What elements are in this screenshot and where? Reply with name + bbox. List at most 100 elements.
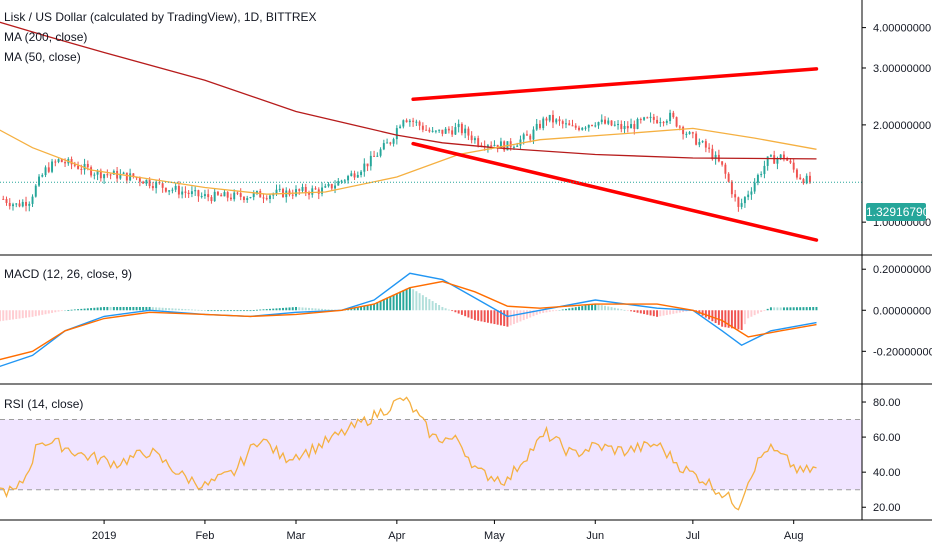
price-axis-tick-label: 4.00000000 [873,23,931,35]
macd-histogram-bar [421,295,424,311]
candle-body [776,158,779,164]
candle-body [678,126,681,128]
macd-histogram-bar [373,303,376,311]
candle-body [769,155,772,157]
macd-histogram-bar [760,310,763,313]
candle-body [190,191,193,195]
candle-body [695,133,698,145]
macd-histogram-bar [18,310,21,319]
macd-histogram-bar [639,310,642,314]
macd-histogram-bar [578,306,580,311]
candle-body [291,194,294,196]
candle-body [425,129,428,131]
macd-histogram-bar [366,305,369,311]
candle-body [555,119,558,123]
macd-histogram-bar [25,310,27,318]
candle-body [93,174,96,176]
candle-body [662,122,665,124]
macd-histogram-bar [200,310,203,311]
time-axis-label: 2019 [92,530,116,542]
macd-histogram-bar [643,310,646,315]
macd-histogram-bar [132,306,135,311]
macd-histogram-bar [80,308,83,311]
candle-body [597,122,600,126]
candle-body [477,138,480,146]
candle-body [145,179,148,184]
macd-histogram-bar [412,289,415,311]
candle-body [184,191,187,193]
macd-histogram-bar [324,309,327,311]
macd-histogram-bar [565,308,567,311]
macd-histogram-bar [2,310,5,321]
macd-histogram-bar [620,309,623,311]
macd-histogram-bar [96,307,99,311]
macd-histogram-bar [138,306,141,311]
candle-body [308,192,310,195]
candle-body [581,127,584,130]
trendline[interactable] [411,141,819,242]
candle-body [561,121,564,124]
macd-histogram-bar [714,310,717,324]
candle-body [60,159,63,163]
macd-histogram-bar [194,309,197,311]
candle-body [57,159,60,162]
candle-body [750,191,753,195]
rsi-panel[interactable] [0,396,862,511]
macd-histogram-bar [522,310,525,321]
macd-histogram-bar [216,310,219,312]
candle-body [129,173,132,181]
macd-histogram-bar [594,303,597,311]
candle-body [369,155,372,167]
macd-histogram-bar [402,290,405,311]
candle-body [525,134,528,136]
macd-histogram-bar [721,310,724,327]
macd-histogram-bar [460,310,463,315]
candle-body [405,120,408,123]
price-panel[interactable] [0,18,862,242]
macd-histogram-bar [685,310,688,312]
trendline[interactable] [411,67,819,102]
candle-body [161,183,164,188]
candle-body [620,124,623,130]
macd-histogram-bar [64,310,67,312]
macd-histogram-bar [418,293,421,311]
macd-histogram-bar [506,310,509,327]
macd-histogram-bar [779,307,782,311]
macd-histogram-bar [386,297,389,311]
macd-histogram-bar [168,308,171,311]
candle-body [148,179,151,187]
time-axis-label: Mar [287,530,306,542]
macd-histogram-bar [181,308,184,311]
candle-body [789,160,792,163]
candle-body [392,139,395,144]
candle-body [366,163,369,167]
macd-histogram-bar [776,307,779,311]
last-price-badge: 1.32916790 [866,203,930,221]
candle-body [203,194,206,197]
candle-body [434,130,437,132]
candle-body [480,145,483,147]
macd-histogram-bar [155,307,158,311]
candle-body [12,204,14,207]
candle-body [516,145,519,147]
candle-body [340,180,343,182]
candle-body [418,121,421,126]
candle-body [610,120,613,126]
macd-histogram-bar [369,304,372,311]
macd-histogram-bar [239,310,242,312]
macd-histogram-bar [356,306,359,311]
candle-body [353,173,356,178]
macd-histogram-bar [220,310,223,312]
macd-histogram-bar [83,308,86,311]
candle-body [734,194,737,198]
macd-histogram-bar [408,287,411,311]
macd-histogram-bar [773,307,776,311]
candle-body [451,130,454,135]
macd-histogram-bar [317,308,320,311]
candle-body [51,161,54,172]
candle-body [216,191,219,195]
macd-histogram-bar [633,310,636,312]
macd-panel[interactable] [0,272,818,372]
macd-histogram-bar [210,310,213,312]
